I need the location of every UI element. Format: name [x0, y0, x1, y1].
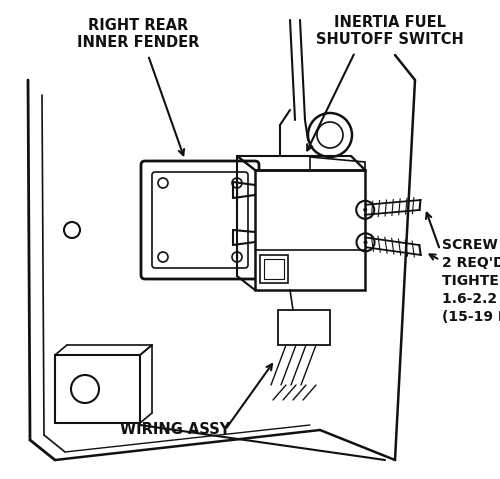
- Circle shape: [364, 240, 368, 244]
- Bar: [255, 170, 365, 290]
- Text: WIRING ASSY: WIRING ASSY: [120, 422, 230, 437]
- Text: 2 REQ'D: 2 REQ'D: [442, 256, 500, 270]
- Bar: [260, 255, 288, 283]
- Text: RIGHT REAR: RIGHT REAR: [88, 18, 188, 33]
- Text: INNER FENDER: INNER FENDER: [77, 34, 199, 49]
- Circle shape: [363, 208, 367, 212]
- Text: SHUTOFF SWITCH: SHUTOFF SWITCH: [316, 32, 464, 46]
- Bar: [278, 310, 330, 345]
- Bar: [55, 355, 140, 423]
- Text: TIGHTEN TO: TIGHTEN TO: [442, 274, 500, 288]
- Text: (15-19 LB-IN): (15-19 LB-IN): [442, 310, 500, 324]
- Text: 1.6-2.2 N·m: 1.6-2.2 N·m: [442, 292, 500, 306]
- Text: INERTIA FUEL: INERTIA FUEL: [334, 14, 446, 30]
- FancyBboxPatch shape: [152, 172, 248, 268]
- Text: SCREW: SCREW: [442, 238, 498, 252]
- FancyBboxPatch shape: [141, 161, 259, 279]
- Bar: [264, 259, 284, 279]
